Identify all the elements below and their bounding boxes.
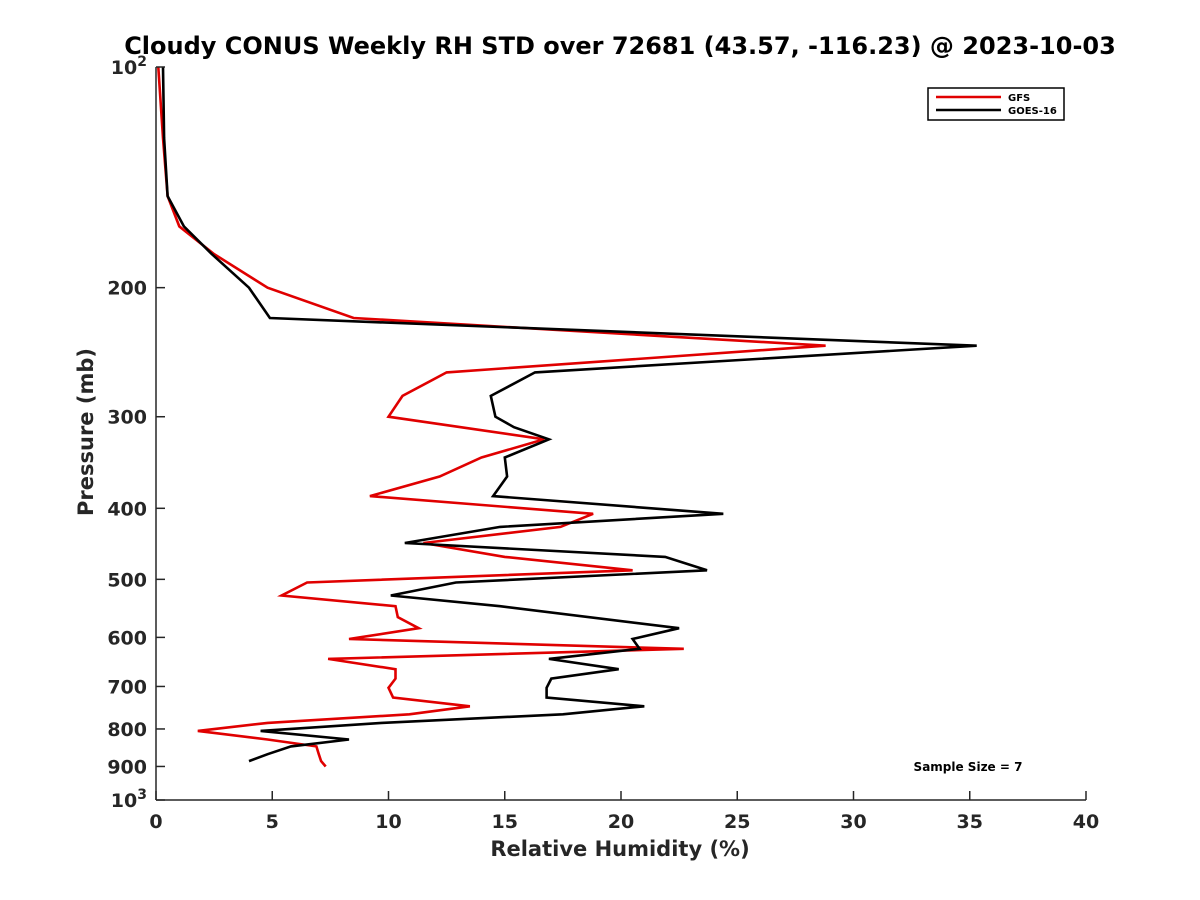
- x-tick-label: 5: [266, 811, 279, 833]
- y-tick-label: 600: [107, 627, 147, 649]
- legend-label-goes-16: GOES-16: [1008, 106, 1057, 117]
- axes-layer: 0 5 10 15 20 25 30 35 40 102 200 300 400 500 600 700 800…: [107, 54, 1099, 833]
- series-layer: [157, 66, 977, 768]
- x-tick-label: 40: [1073, 811, 1099, 833]
- y-tick-label: 400: [107, 498, 147, 520]
- x-tick-label: 20: [608, 811, 634, 833]
- y-tick-label: 102: [111, 54, 147, 79]
- x-tick-label: 0: [149, 811, 162, 833]
- legend-box: [927, 87, 1065, 121]
- x-tick-label: 10: [375, 811, 401, 833]
- x-tick-label: 15: [492, 811, 518, 833]
- x-tick-label: 30: [840, 811, 866, 833]
- y-tick-label: 700: [107, 676, 147, 698]
- y-tick-label: 800: [107, 719, 147, 741]
- x-tick-label: 25: [724, 811, 750, 833]
- x-tick-label: 35: [957, 811, 983, 833]
- y-tick-label: 300: [107, 407, 147, 429]
- y-tick-label: 200: [107, 278, 147, 300]
- y-tick-label: 103: [111, 787, 147, 812]
- x-axis-label: Relative Humidity (%): [490, 837, 749, 861]
- y-axis-label: Pressure (mb): [74, 348, 98, 516]
- sample-size-annotation: Sample Size = 7: [914, 760, 1023, 774]
- series-line-gfs: [157, 66, 826, 768]
- chart-title: Cloudy CONUS Weekly RH STD over 72681 (4…: [124, 32, 1116, 60]
- legend: GFS GOES-16: [927, 87, 1065, 121]
- y-tick-label: 900: [107, 756, 147, 778]
- y-tick-label: 500: [107, 569, 147, 591]
- legend-label-gfs: GFS: [1008, 93, 1030, 104]
- series-line-goes-16: [161, 66, 977, 763]
